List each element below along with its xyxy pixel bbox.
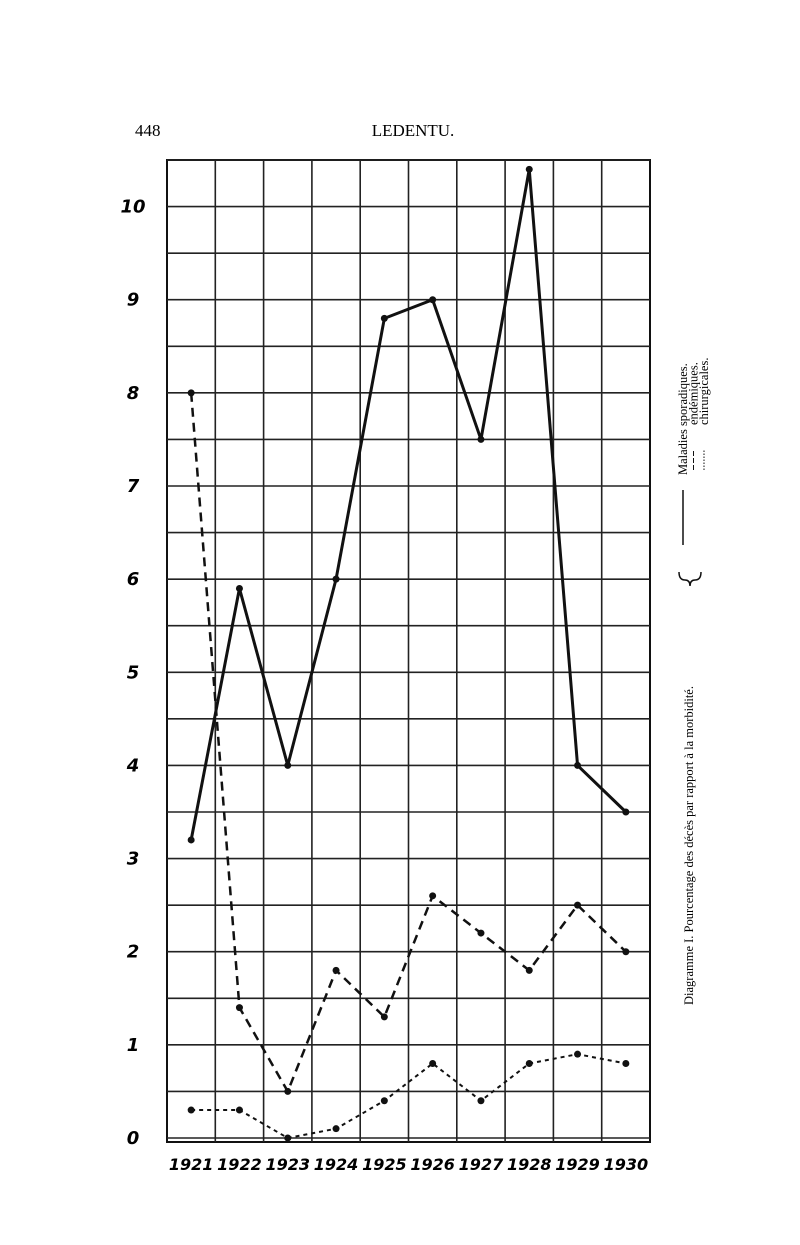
- x-tick-label: 1929: [555, 1155, 600, 1174]
- data-point: [332, 966, 340, 974]
- legend-brace: [678, 571, 702, 587]
- y-tick-label: 4: [126, 755, 140, 776]
- data-point: [284, 1134, 292, 1142]
- data-point: [525, 966, 533, 974]
- legend-label: Maladies sporadiques.: [676, 363, 690, 475]
- data-point: [235, 584, 243, 592]
- y-tick-label: 0: [127, 1128, 140, 1149]
- data-point: [380, 1097, 388, 1105]
- data-point: [187, 836, 195, 844]
- series-line: [189, 167, 627, 841]
- y-tick-label: 5: [127, 662, 140, 683]
- x-tick-label: 1928: [507, 1155, 552, 1174]
- data-point: [622, 808, 630, 816]
- y-tick-label: 2: [127, 942, 140, 963]
- x-tick-label: 1930: [604, 1155, 649, 1174]
- data-point: [284, 761, 292, 769]
- data-point: [574, 1050, 582, 1058]
- data-point: [380, 314, 388, 322]
- y-tick-label: 3: [127, 849, 140, 870]
- data-point: [187, 1106, 195, 1114]
- page-number: 448: [135, 121, 161, 140]
- x-tick-label: 1926: [410, 1155, 455, 1174]
- data-point: [525, 165, 533, 173]
- data-point: [622, 1059, 630, 1067]
- y-tick-label: 8: [127, 383, 140, 404]
- data-point: [574, 901, 582, 909]
- legend-label: endémiques.: [687, 362, 701, 425]
- data-point: [235, 1004, 243, 1012]
- x-tick-label: 1924: [314, 1155, 359, 1174]
- data-point: [284, 1087, 292, 1095]
- x-tick-label: 1922: [217, 1155, 262, 1174]
- x-tick-label: 1925: [362, 1155, 407, 1174]
- data-point: [235, 1106, 243, 1114]
- y-tick-label: 10: [120, 197, 145, 218]
- data-point: [477, 435, 485, 443]
- data-point: [429, 1059, 437, 1067]
- data-point: [429, 296, 437, 304]
- data-point: [380, 1013, 388, 1021]
- x-tick-label: 1927: [459, 1155, 504, 1174]
- data-point: [332, 1125, 340, 1133]
- series-line: [191, 1053, 627, 1139]
- data-point: [525, 1059, 533, 1067]
- y-tick-label: 7: [127, 476, 140, 497]
- data-point: [332, 575, 340, 583]
- legend: Maladies sporadiques.endémiques.chirurgi…: [676, 358, 711, 545]
- data-point: [574, 761, 582, 769]
- y-tick-label: 6: [127, 569, 140, 590]
- data-point: [477, 1097, 485, 1105]
- x-tick-label: 1921: [169, 1155, 214, 1174]
- data-point: [187, 389, 195, 397]
- series-line: [189, 392, 627, 1093]
- data-point: [477, 929, 485, 937]
- legend-label: chirurgicales.: [697, 358, 711, 425]
- data-point: [429, 892, 437, 900]
- x-tick-label: 1923: [265, 1155, 310, 1174]
- running-head: LEDENTU.: [372, 121, 455, 140]
- data-point: [622, 948, 630, 956]
- y-tick-label: 1: [127, 1035, 140, 1056]
- y-tick-label: 9: [127, 290, 140, 311]
- caption: Diagramme I. Pourcentage des décès par r…: [682, 686, 696, 1005]
